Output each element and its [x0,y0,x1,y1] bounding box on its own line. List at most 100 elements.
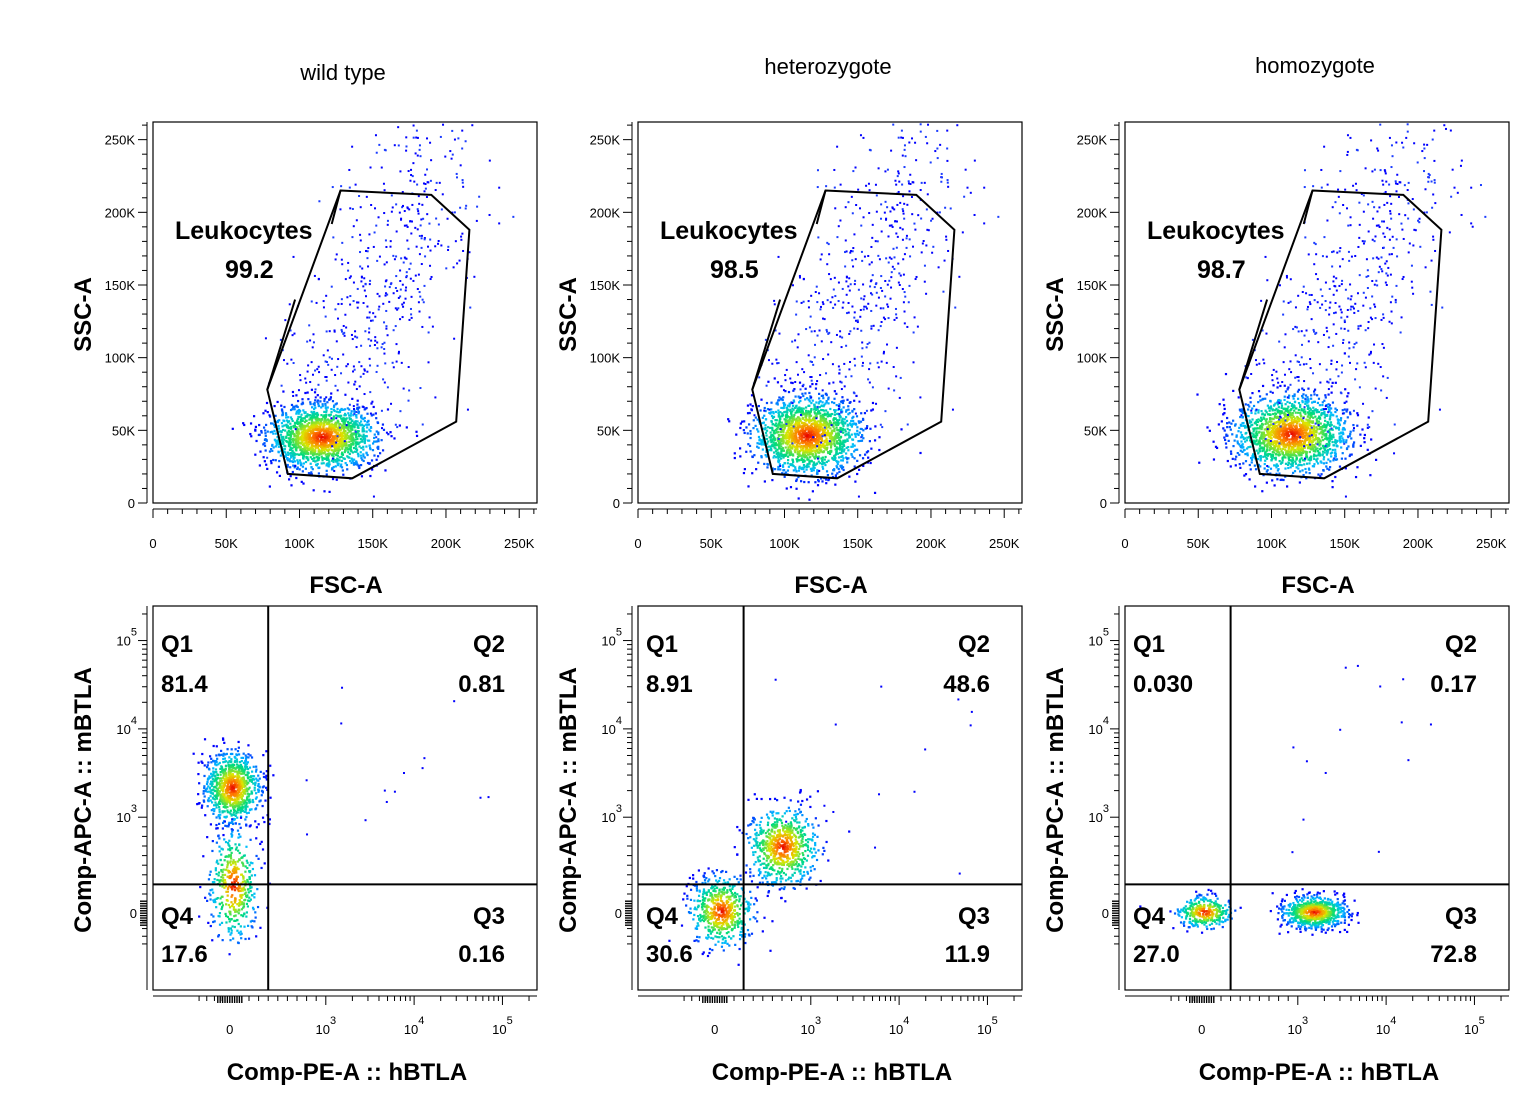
data-point [405,257,408,260]
data-point [793,437,796,440]
data-point [846,461,849,464]
data-point [865,184,868,187]
data-point [816,301,819,304]
data-point [841,427,845,430]
data-point [839,330,842,333]
data-point [307,443,311,446]
data-point [340,444,343,447]
data-point [363,368,366,371]
data-point [1331,448,1334,452]
data-point [412,162,415,165]
data-point [896,175,899,178]
data-point [410,168,413,171]
data-point [873,439,877,442]
data-point [966,186,969,189]
data-point [340,459,344,463]
data-point [825,482,828,485]
data-point [844,456,848,459]
data-point [754,424,757,428]
data-point [291,437,295,441]
data-point [441,193,444,196]
data-point [311,406,314,409]
data-point [305,381,308,384]
data-point [341,424,344,427]
data-point [814,429,817,432]
data-point [298,408,301,412]
data-point [281,413,285,416]
data-point [893,268,896,271]
data-point [288,478,291,481]
data-point [395,343,398,346]
data-point [811,422,814,425]
data-point [395,360,398,363]
data-point [895,313,898,316]
data-point [814,423,818,426]
data-point [301,443,304,447]
data-point [770,411,773,414]
data-point [810,459,813,462]
data-point [385,261,388,264]
data-point [837,460,840,463]
x-tick-label: 200K [431,536,462,551]
data-point [355,423,358,426]
data-point [830,442,833,445]
data-point [1323,410,1326,413]
data-point [926,142,929,145]
data-point [775,431,778,434]
data-point [799,419,802,423]
data-point [269,422,273,425]
data-point [460,235,463,238]
data-point [313,433,316,436]
data-point [357,435,360,438]
data-point [847,201,850,204]
data-point [802,394,805,398]
data-point [268,414,271,417]
data-point [792,408,795,411]
data-point [815,285,818,288]
data-point [313,456,316,459]
data-point [798,467,801,470]
data-point [405,136,408,139]
data-point [818,292,821,295]
data-point [348,430,351,433]
data-point [336,464,340,467]
data-point [866,425,869,428]
data-point [855,204,858,207]
data-point [435,181,438,184]
data-point [815,413,818,416]
data-point [808,326,811,329]
data-point [858,468,861,471]
data-point [833,401,836,405]
data-point [307,421,311,425]
data-point [796,460,799,463]
data-point [384,469,387,472]
data-point [269,459,273,463]
y-tick-label: 100K [105,351,136,366]
data-point [840,381,843,384]
data-point [820,457,823,460]
data-point [340,298,343,301]
data-point [309,401,312,404]
data-point [339,208,342,211]
data-point [328,431,331,434]
data-point [839,444,842,447]
data-point [802,439,805,442]
data-point [296,459,299,462]
data-point [764,418,768,421]
data-point [799,407,803,410]
data-point [828,382,831,385]
data-point [811,490,814,493]
data-point [792,425,795,428]
data-point [360,417,363,420]
data-point [822,303,825,306]
data-point [351,451,354,454]
data-point [331,445,334,448]
data-point [1293,437,1296,440]
data-point [888,256,891,259]
data-point [757,435,761,439]
data-point [310,466,313,469]
data-point [336,415,340,418]
data-point [790,415,793,418]
data-point [338,433,341,436]
data-point [914,278,917,281]
